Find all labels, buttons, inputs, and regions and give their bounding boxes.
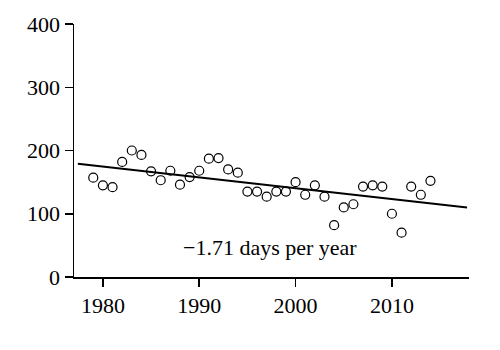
svg-text:−1.71 days per year: −1.71 days per year bbox=[183, 235, 357, 260]
svg-text:2000: 2000 bbox=[274, 293, 318, 318]
svg-text:2010: 2010 bbox=[370, 293, 414, 318]
svg-text:400: 400 bbox=[27, 12, 60, 37]
svg-text:0: 0 bbox=[49, 265, 60, 290]
svg-text:1990: 1990 bbox=[177, 293, 221, 318]
svg-text:300: 300 bbox=[27, 75, 60, 100]
svg-text:1980: 1980 bbox=[81, 293, 125, 318]
svg-text:100: 100 bbox=[27, 201, 60, 226]
svg-text:200: 200 bbox=[27, 138, 60, 163]
